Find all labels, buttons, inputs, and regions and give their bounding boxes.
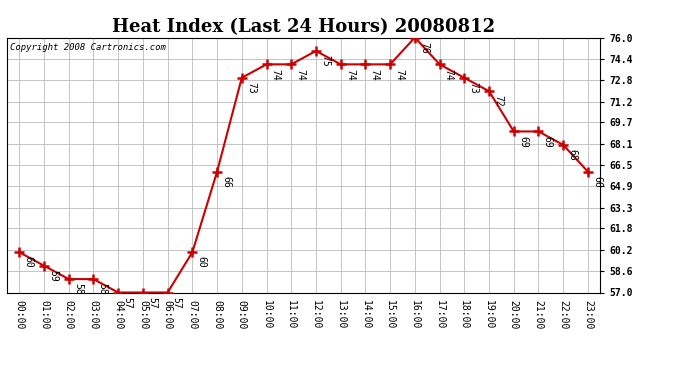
Text: 60: 60: [197, 256, 206, 268]
Text: 74: 74: [270, 69, 281, 80]
Text: 68: 68: [567, 149, 578, 161]
Text: 76: 76: [419, 42, 429, 53]
Text: 73: 73: [246, 82, 256, 94]
Title: Heat Index (Last 24 Hours) 20080812: Heat Index (Last 24 Hours) 20080812: [112, 18, 495, 36]
Text: 74: 74: [394, 69, 404, 80]
Text: 74: 74: [345, 69, 355, 80]
Text: 75: 75: [320, 55, 330, 67]
Text: 57: 57: [172, 297, 181, 308]
Text: 69: 69: [542, 136, 553, 147]
Text: 72: 72: [493, 95, 503, 107]
Text: 74: 74: [444, 69, 454, 80]
Text: 74: 74: [370, 69, 380, 80]
Text: 66: 66: [592, 176, 602, 188]
Text: 69: 69: [518, 136, 528, 147]
Text: 66: 66: [221, 176, 231, 188]
Text: 59: 59: [48, 270, 58, 282]
Text: 60: 60: [23, 256, 33, 268]
Text: Copyright 2008 Cartronics.com: Copyright 2008 Cartronics.com: [10, 43, 166, 52]
Text: 57: 57: [147, 297, 157, 308]
Text: 73: 73: [469, 82, 478, 94]
Text: 57: 57: [122, 297, 132, 308]
Text: 58: 58: [97, 283, 108, 295]
Text: 58: 58: [73, 283, 83, 295]
Text: 74: 74: [295, 69, 306, 80]
